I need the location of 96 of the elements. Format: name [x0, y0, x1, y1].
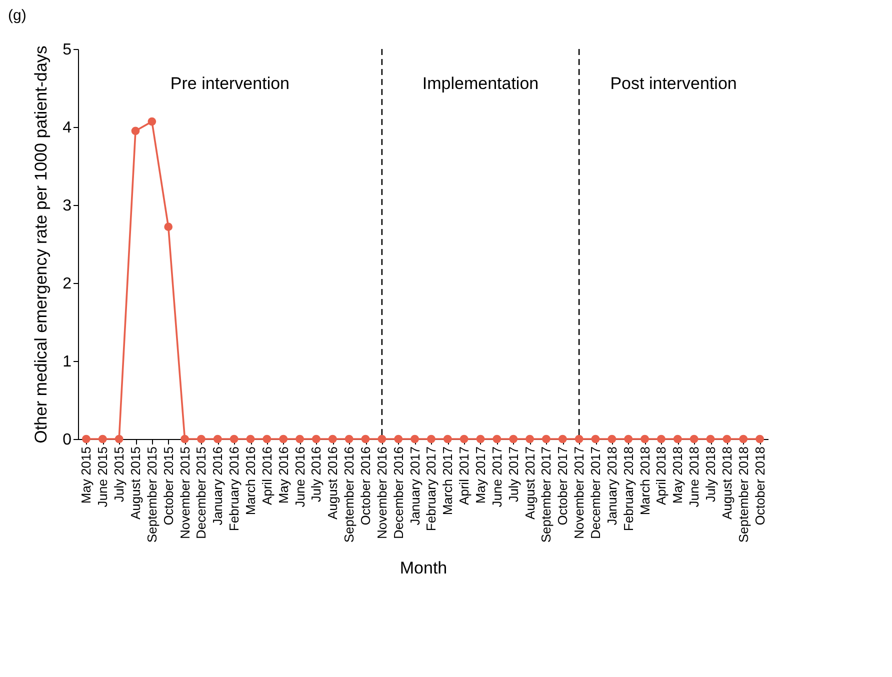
point	[344, 434, 354, 444]
x-tick-label: April 2018	[654, 446, 669, 506]
point	[279, 434, 288, 444]
x-tick-label: January 2016	[210, 446, 226, 526]
y-tick-label: 0	[62, 432, 72, 448]
x-tick-label: August 2015	[128, 446, 143, 520]
x-tick-label: July 2018	[703, 446, 718, 502]
chart-title: (g)	[8, 7, 26, 24]
point	[394, 434, 403, 444]
point	[328, 434, 337, 444]
x-tick-label: June 2017	[489, 446, 504, 508]
point	[312, 434, 320, 444]
y-tick-label: 2	[62, 276, 72, 292]
x-tick-label: November 2017	[572, 446, 587, 539]
x-tick-label: February 2017	[424, 446, 439, 532]
x-tick-label: August 2018	[719, 446, 734, 520]
point	[690, 434, 698, 444]
x-tick-label: February 2016	[226, 446, 242, 532]
point	[492, 434, 502, 444]
point	[197, 434, 206, 444]
x-tick-label: August 2016	[325, 446, 340, 520]
point	[574, 434, 584, 444]
x-tick-label: January 2018	[604, 446, 620, 526]
x-tick-label: August 2017	[522, 446, 538, 520]
x-tick-label: December 2016	[390, 446, 406, 539]
y-axis-title: Other medical emergency rate per 1000 patient-days	[32, 46, 51, 444]
point	[558, 434, 567, 444]
y-tick-label: 1	[62, 354, 72, 370]
x-tick-label: September 2017	[538, 446, 554, 543]
point	[657, 434, 666, 444]
point	[443, 434, 452, 444]
x-tick-label: July 2017	[506, 446, 521, 502]
y-tick-label: 4	[62, 120, 72, 136]
point	[114, 434, 124, 444]
point	[410, 434, 419, 444]
point	[542, 434, 550, 444]
x-tick-label: October 2015	[160, 446, 176, 526]
point	[509, 434, 518, 444]
x-tick-label: November 2015	[177, 446, 192, 539]
x-tick-label: December 2015	[194, 446, 209, 539]
y-tick-label: 3	[62, 198, 72, 214]
x-tick-label: September 2016	[342, 446, 357, 543]
x-tick-label: September 2015	[144, 446, 160, 543]
point	[246, 434, 255, 444]
point	[591, 434, 600, 444]
point	[131, 126, 140, 136]
point	[722, 434, 732, 444]
x-tick-label: December 2017	[588, 446, 603, 539]
point	[476, 434, 485, 444]
annotation: Post intervention	[610, 74, 737, 94]
point	[296, 434, 304, 444]
point	[180, 434, 189, 444]
x-tick-label: July 2015	[112, 446, 127, 502]
x-tick-label: April 2017	[456, 446, 472, 506]
x-tick-label: April 2016	[259, 446, 274, 506]
point	[230, 434, 238, 444]
x-tick-label: January 2017	[407, 446, 422, 526]
point	[526, 434, 534, 444]
x-tick-label: May 2016	[276, 446, 291, 504]
x-tick-label: November 2016	[374, 446, 390, 539]
point	[706, 434, 715, 444]
point	[82, 434, 90, 444]
point	[361, 434, 370, 444]
x-tick-label: July 2016	[308, 446, 324, 502]
x-tick-label: October 2018	[752, 446, 768, 526]
point	[378, 434, 386, 444]
x-tick-label: March 2018	[637, 446, 652, 516]
x-tick-label: October 2016	[358, 446, 373, 526]
x-tick-label: May 2018	[670, 446, 686, 504]
annotation: Pre intervention	[170, 74, 290, 94]
point	[756, 434, 764, 444]
point	[739, 434, 748, 444]
annotation: Implementation	[422, 74, 539, 94]
x-tick-label: June 2018	[686, 446, 702, 508]
point	[148, 117, 156, 126]
point	[608, 434, 616, 444]
x-tick-label: May 2015	[78, 446, 94, 504]
point	[460, 434, 468, 444]
x-tick-label: May 2017	[473, 446, 488, 504]
point	[427, 434, 436, 444]
point	[262, 434, 272, 444]
x-tick-label: March 2017	[440, 446, 456, 516]
x-tick-label: March 2016	[243, 446, 258, 516]
x-tick-label: February 2018	[620, 446, 636, 532]
x-tick-label: June 2015	[95, 446, 110, 508]
y-tick-label: 5	[62, 42, 72, 58]
x-axis-title: Month	[400, 558, 448, 578]
point	[673, 434, 682, 444]
point	[624, 434, 633, 444]
point	[164, 222, 173, 232]
x-tick-label: September 2018	[736, 446, 751, 543]
x-tick-label: October 2017	[555, 446, 570, 526]
point	[640, 434, 649, 444]
point	[213, 434, 222, 444]
x-tick-label: June 2016	[292, 446, 308, 508]
point	[98, 434, 107, 444]
